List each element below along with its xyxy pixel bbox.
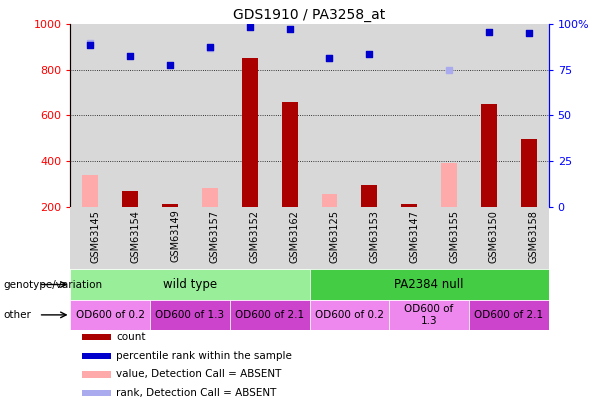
Bar xyxy=(389,207,429,269)
Text: GSM63150: GSM63150 xyxy=(489,210,499,262)
Bar xyxy=(521,139,537,207)
Bar xyxy=(70,269,310,300)
Bar xyxy=(310,300,389,330)
Point xyxy=(205,44,215,50)
Point xyxy=(364,51,374,57)
Bar xyxy=(242,58,258,207)
Point xyxy=(325,55,335,62)
Text: GSM63158: GSM63158 xyxy=(528,210,539,262)
Text: OD600 of 2.1: OD600 of 2.1 xyxy=(235,310,304,320)
Bar xyxy=(150,300,230,330)
Bar xyxy=(83,353,111,359)
Text: OD600 of 0.2: OD600 of 0.2 xyxy=(315,310,384,320)
Point xyxy=(484,29,494,36)
Bar xyxy=(83,371,111,377)
Text: other: other xyxy=(3,310,31,320)
Text: OD600 of
1.3: OD600 of 1.3 xyxy=(405,304,454,326)
Bar xyxy=(481,104,497,207)
Point xyxy=(524,30,533,37)
Text: count: count xyxy=(116,332,145,342)
Bar xyxy=(429,207,469,269)
Point xyxy=(86,42,96,48)
Point xyxy=(125,53,135,60)
Bar xyxy=(70,300,150,330)
Text: GSM63125: GSM63125 xyxy=(330,210,340,263)
Bar xyxy=(310,207,349,269)
Bar xyxy=(469,300,549,330)
Bar xyxy=(70,24,110,207)
Bar xyxy=(362,185,377,207)
Text: GSM63152: GSM63152 xyxy=(250,210,260,263)
Point xyxy=(284,26,294,32)
Bar xyxy=(110,24,150,207)
Bar xyxy=(110,207,150,269)
Bar xyxy=(509,24,549,207)
Title: GDS1910 / PA3258_at: GDS1910 / PA3258_at xyxy=(234,8,386,22)
Bar xyxy=(322,194,337,207)
Point xyxy=(166,62,175,68)
Point xyxy=(86,39,96,46)
Text: rank, Detection Call = ABSENT: rank, Detection Call = ABSENT xyxy=(116,388,276,398)
Bar xyxy=(282,102,298,207)
Bar xyxy=(270,207,310,269)
Text: wild type: wild type xyxy=(163,278,217,291)
Bar xyxy=(150,24,190,207)
Text: OD600 of 1.3: OD600 of 1.3 xyxy=(156,310,224,320)
Bar xyxy=(162,204,178,207)
Bar xyxy=(70,207,110,269)
Text: GSM63147: GSM63147 xyxy=(409,210,419,262)
Text: GSM63155: GSM63155 xyxy=(449,210,459,263)
Bar xyxy=(270,24,310,207)
Point xyxy=(444,67,454,73)
Text: GSM63153: GSM63153 xyxy=(369,210,379,262)
Text: genotype/variation: genotype/variation xyxy=(3,279,102,290)
Bar xyxy=(389,24,429,207)
Bar xyxy=(190,207,230,269)
Bar xyxy=(83,390,111,396)
Point xyxy=(205,45,215,51)
Text: GSM63157: GSM63157 xyxy=(210,210,220,263)
Bar xyxy=(349,207,389,269)
Point xyxy=(245,23,255,30)
Text: GSM63145: GSM63145 xyxy=(91,210,101,262)
Text: value, Detection Call = ABSENT: value, Detection Call = ABSENT xyxy=(116,369,281,379)
Bar xyxy=(230,24,270,207)
Bar xyxy=(230,207,270,269)
Text: OD600 of 0.2: OD600 of 0.2 xyxy=(76,310,145,320)
Bar xyxy=(83,175,99,207)
Bar xyxy=(469,207,509,269)
Bar xyxy=(429,24,469,207)
Bar xyxy=(509,207,549,269)
Bar xyxy=(150,207,190,269)
Bar xyxy=(441,163,457,207)
Text: percentile rank within the sample: percentile rank within the sample xyxy=(116,351,292,361)
Bar xyxy=(230,300,310,330)
Bar xyxy=(83,334,111,340)
Bar xyxy=(469,24,509,207)
Bar xyxy=(202,188,218,207)
Point xyxy=(325,55,335,62)
Text: GSM63154: GSM63154 xyxy=(130,210,140,262)
Bar xyxy=(389,300,469,330)
Text: GSM63162: GSM63162 xyxy=(289,210,300,262)
Text: PA2384 null: PA2384 null xyxy=(394,278,464,291)
Bar xyxy=(190,24,230,207)
Bar xyxy=(123,191,139,207)
Bar xyxy=(310,269,549,300)
Bar xyxy=(402,204,417,207)
Bar xyxy=(349,24,389,207)
Text: OD600 of 2.1: OD600 of 2.1 xyxy=(474,310,543,320)
Bar xyxy=(310,24,349,207)
Text: GSM63149: GSM63149 xyxy=(170,210,180,262)
